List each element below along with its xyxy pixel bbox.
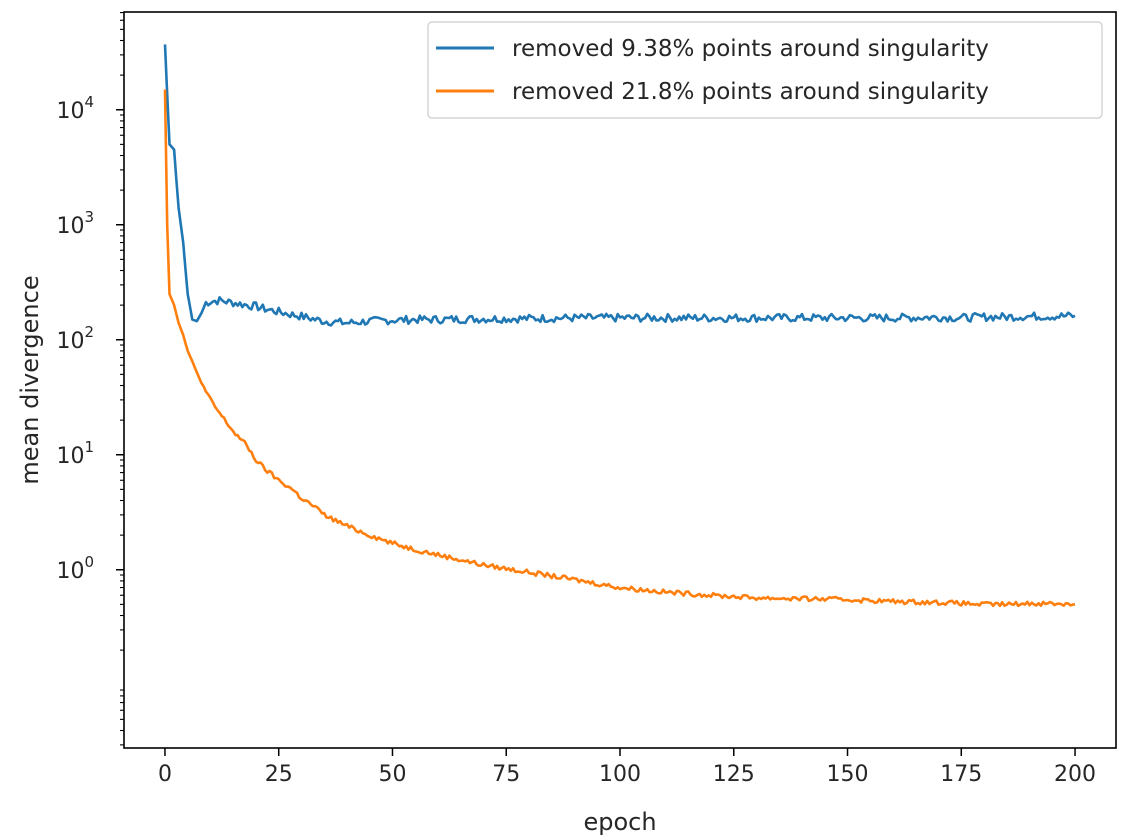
x-tick-label: 100: [599, 762, 641, 787]
y-tick-label: 100: [56, 553, 94, 584]
series-layer: [163, 44, 1076, 608]
y-axis-label: mean divergence: [16, 275, 44, 484]
x-tick-label: 175: [940, 762, 982, 787]
y-tick-label: 104: [56, 93, 94, 124]
plot-background: [124, 12, 1116, 748]
series-line-1: [163, 89, 1076, 608]
legend-box: [427, 21, 1103, 119]
x-tick-label: 125: [713, 762, 755, 787]
x-tick-label: 75: [492, 762, 520, 787]
y-tick-label: 103: [56, 208, 94, 239]
x-tick-label: 25: [265, 762, 293, 787]
x-tick-label: 50: [378, 762, 406, 787]
legend-label-0: removed 9.38% points around singularity: [512, 36, 989, 62]
y-axis: 104 103 102 101 100: [56, 12, 124, 746]
series-line-0: [163, 44, 1076, 327]
legend-label-1: removed 21.8% points around singularity: [512, 79, 989, 105]
x-axis-label: epoch: [583, 808, 656, 836]
legend: removed 9.38% points around singularity …: [427, 21, 1103, 119]
x-tick-label: 150: [827, 762, 869, 787]
y-tick-label: 101: [56, 438, 94, 469]
x-tick-label: 200: [1054, 762, 1096, 787]
y-tick-label: 102: [56, 323, 94, 354]
x-axis: 0 25 50 75 100 125 150 175 200: [158, 748, 1096, 787]
x-tick-label: 0: [158, 762, 172, 787]
